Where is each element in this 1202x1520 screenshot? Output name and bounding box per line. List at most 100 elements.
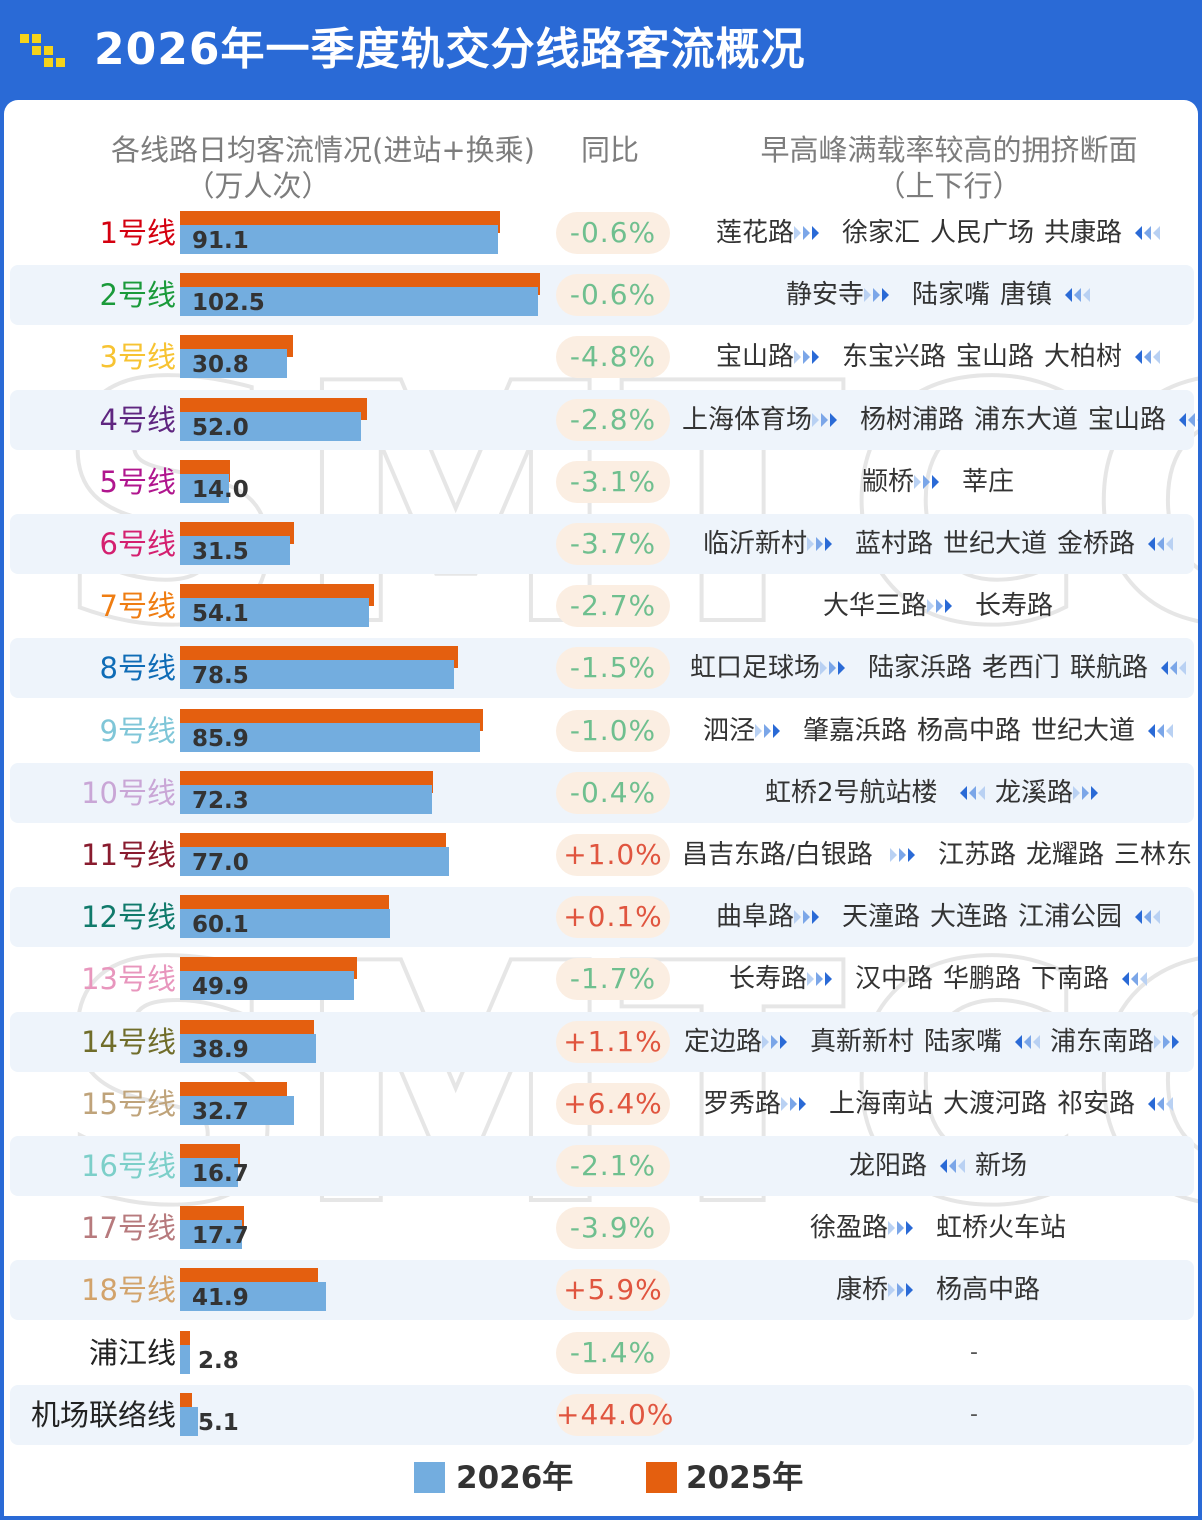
station-name: 真新新村 [810, 1026, 915, 1057]
station-name: 宝山路 [1088, 404, 1167, 435]
yoy-badge: -1.7% [556, 958, 670, 1001]
line-name: 13号线 [81, 962, 176, 997]
direction-right-arrow-icon [794, 350, 819, 365]
bar-2026 [180, 971, 355, 1001]
bar-value-label: 32.7 [192, 1098, 249, 1125]
bar-value-label: 78.5 [192, 663, 249, 690]
direction-left-arrow-icon [1192, 846, 1198, 864]
line-row: 2号线 102.5 -0.6% 静安寺 陆家嘴 唐镇 [10, 265, 1194, 326]
station-name: 定边路 [684, 1026, 763, 1057]
yoy-badge: -1.5% [556, 647, 670, 690]
station-name: 虹桥火车站 [936, 1213, 1067, 1244]
line-row: 3号线 30.8 -4.8% 宝山路 东宝兴路 宝山路 大柏树 [10, 327, 1194, 387]
bar-value-label: 38.9 [192, 1036, 249, 1063]
direction-right-arrow-icon [820, 661, 845, 676]
station-name: 宝山路 [716, 342, 795, 373]
line-name: 9号线 [99, 713, 176, 748]
line-row: 11号线 77.0 +1.0% 昌吉东路/白银路 江苏路 龙耀路 三林东 [10, 825, 1194, 885]
station-name: 东宝兴路 [842, 342, 947, 373]
direction-left-arrow-icon [1161, 661, 1186, 676]
direction-right-arrow-icon [781, 1096, 806, 1111]
bar-value-label: 54.1 [192, 601, 249, 628]
line-name: 1号线 [99, 216, 176, 250]
crowded-section: 泗泾 肇嘉浜路 杨高中路 世纪大道 [678, 701, 1198, 761]
crowded-section: 徐盈路 虹桥火车站 [678, 1198, 1198, 1258]
yoy-badge: -2.7% [556, 585, 670, 628]
station-name: 浦东南路 [1050, 1026, 1155, 1057]
bar-2026 [180, 411, 362, 441]
bar-value-label: 30.8 [192, 352, 249, 379]
bar-2026 [180, 1033, 316, 1063]
bar-2026 [180, 1220, 242, 1250]
station-name: 江浦公园 [1018, 902, 1123, 933]
station-name: 龙阳路 [849, 1151, 928, 1181]
direction-right-arrow-icon [1073, 785, 1098, 800]
direction-right-arrow-icon [914, 474, 939, 489]
section-empty: - [970, 1339, 978, 1365]
yoy-badge: -2.8% [556, 398, 670, 441]
direction-right-arrow-icon [927, 599, 952, 614]
direction-right-arrow-icon [890, 848, 915, 862]
crowded-section: 长寿路 汉中路 华鹏路 下南路 [678, 949, 1198, 1009]
crowded-section: 虹口足球场 陆家浜路 老西门 联航路 [678, 638, 1198, 698]
flow-header-line2: （万人次） [185, 169, 331, 203]
legend-label-2025: 2025年 [686, 1460, 804, 1496]
line-row: 8号线 78.5 -1.5% 虹口足球场 陆家浜路 老西门 联航路 [10, 638, 1194, 699]
direction-left-arrow-icon [1179, 412, 1198, 427]
bar-2026 [180, 784, 433, 814]
bar-2026 [180, 1158, 239, 1187]
crowded-section: 康桥 杨高中路 [678, 1260, 1198, 1320]
bar-value-label: 77.0 [192, 850, 249, 876]
yoy-badge: -0.6% [556, 274, 670, 317]
line-name: 3号线 [99, 340, 176, 375]
station-name: 世纪大道 [943, 529, 1048, 559]
direction-right-arrow-icon [812, 412, 837, 427]
station-name: 莘庄 [962, 466, 1015, 497]
bar-value-label: 72.3 [192, 787, 249, 814]
crowded-section: 静安寺 陆家嘴 唐镇 [678, 265, 1198, 325]
yoy-badge: -0.4% [556, 771, 670, 814]
yoy-badge: -3.1% [556, 460, 670, 503]
yoy-badge: +6.4% [556, 1082, 670, 1125]
direction-left-arrow-icon [940, 1159, 965, 1173]
bar-2026 [180, 225, 498, 254]
crowded-section: - [678, 1323, 1198, 1383]
yoy-badge: -0.6% [556, 212, 670, 254]
station-name: 长寿路 [975, 591, 1054, 622]
bar-2026 [180, 660, 454, 690]
station-name: 汉中路 [855, 964, 934, 995]
crowded-section: 大华三路 长寿路 [678, 576, 1198, 636]
line-name: 10号线 [81, 775, 176, 810]
legend-label-2026: 2026年 [456, 1460, 574, 1496]
line-name: 12号线 [81, 900, 176, 935]
line-row: 13号线 49.9 -1.7% 长寿路 汉中路 华鹏路 下南路 [10, 949, 1194, 1009]
direction-left-arrow-icon [1135, 910, 1160, 925]
station-name: 世纪大道 [1031, 715, 1136, 746]
station-name: 康桥 [836, 1275, 889, 1306]
station-name: 罗秀路 [703, 1088, 782, 1119]
bar-value-label: 85.9 [192, 725, 249, 752]
station-name: 长寿路 [729, 964, 808, 995]
crowded-section: 虹桥2号航站楼 龙溪路 [678, 763, 1198, 823]
direction-right-arrow-icon [762, 1034, 787, 1049]
direction-left-arrow-icon [1135, 226, 1160, 240]
yoy-badge: -4.8% [556, 336, 670, 379]
line-row: 17号线 17.7 -3.9% 徐盈路 虹桥火车站 [10, 1198, 1194, 1258]
station-name: 颛桥 [862, 466, 915, 497]
line-row: 12号线 60.1 +0.1% 曲阜路 天潼路 大连路 江浦公园 [10, 887, 1194, 948]
yoy-badge: +1.1% [556, 1020, 670, 1063]
station-name: 陆家嘴 [924, 1026, 1003, 1057]
yoy-header: 同比 [580, 133, 639, 167]
line-name: 浦江线 [88, 1335, 176, 1370]
bar-value-label: 49.9 [192, 974, 249, 1001]
line-row: 7号线 54.1 -2.7% 大华三路 长寿路 [10, 576, 1194, 636]
station-name: 龙耀路 [1026, 840, 1105, 870]
station-name: 虹桥2号航站楼 [765, 777, 938, 808]
bar-value-label: 102.5 [192, 290, 265, 317]
station-name: 祁安路 [1057, 1088, 1136, 1119]
station-name: 徐盈路 [810, 1213, 889, 1244]
line-name: 8号线 [99, 651, 176, 686]
bar-2026 [180, 909, 390, 939]
bar-2026 [180, 1095, 295, 1125]
line-name: 15号线 [81, 1086, 176, 1121]
